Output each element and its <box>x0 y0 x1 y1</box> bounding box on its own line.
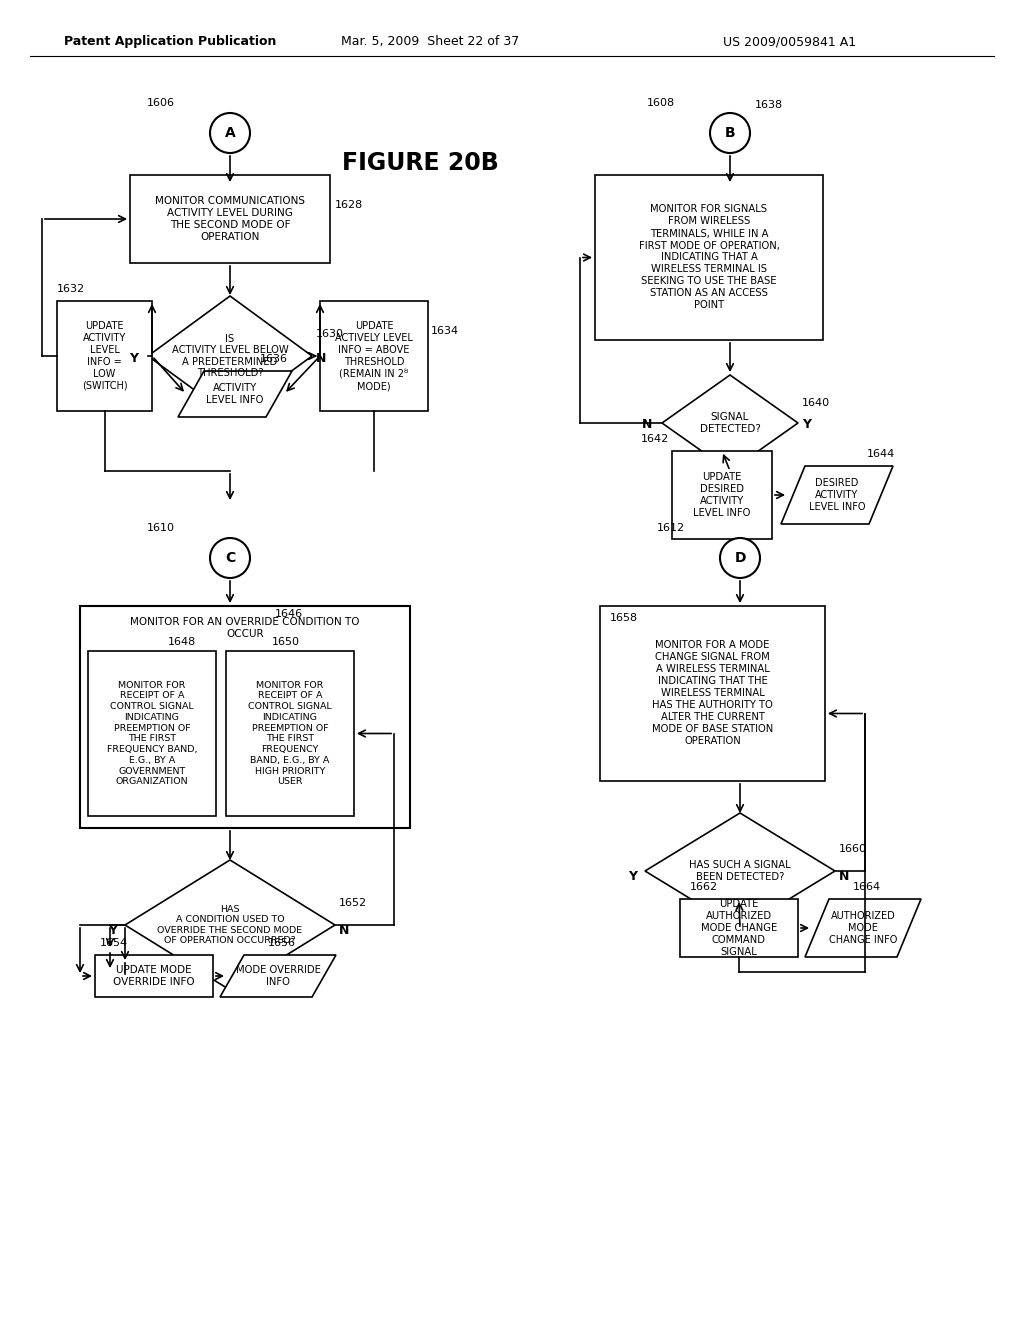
Text: 1628: 1628 <box>335 201 364 210</box>
Text: UPDATE
ACTIVELY LEVEL
INFO = ABOVE
THRESHOLD
(REMAIN IN 2ᴽ
MODE): UPDATE ACTIVELY LEVEL INFO = ABOVE THRES… <box>335 321 413 391</box>
Text: 1646: 1646 <box>275 609 303 619</box>
Polygon shape <box>805 899 921 957</box>
Circle shape <box>710 114 750 153</box>
Text: N: N <box>642 418 652 432</box>
FancyBboxPatch shape <box>595 176 823 341</box>
Text: 1644: 1644 <box>867 449 895 459</box>
Text: 1636: 1636 <box>260 354 288 364</box>
Text: A: A <box>224 125 236 140</box>
Circle shape <box>210 114 250 153</box>
Text: 1658: 1658 <box>610 612 638 623</box>
Text: Patent Application Publication: Patent Application Publication <box>63 36 276 49</box>
Polygon shape <box>781 466 893 524</box>
Text: 1652: 1652 <box>339 898 368 908</box>
Text: B: B <box>725 125 735 140</box>
Text: 1608: 1608 <box>647 98 675 108</box>
Text: DESIRED
ACTIVITY
LEVEL INFO: DESIRED ACTIVITY LEVEL INFO <box>809 478 865 512</box>
Text: 1642: 1642 <box>641 434 669 444</box>
Text: MONITOR FOR
RECEIPT OF A
CONTROL SIGNAL
INDICATING
PREEMPTION OF
THE FIRST
FREQU: MONITOR FOR RECEIPT OF A CONTROL SIGNAL … <box>248 681 332 787</box>
Text: MONITOR COMMUNICATIONS
ACTIVITY LEVEL DURING
THE SECOND MODE OF
OPERATION: MONITOR COMMUNICATIONS ACTIVITY LEVEL DU… <box>155 195 305 242</box>
Text: 1648: 1648 <box>168 638 197 647</box>
Text: 1662: 1662 <box>690 882 718 892</box>
Text: UPDATE
ACTIVITY
LEVEL
INFO =
LOW
(SWITCH): UPDATE ACTIVITY LEVEL INFO = LOW (SWITCH… <box>82 321 127 391</box>
Text: UPDATE
AUTHORIZED
MODE CHANGE
COMMAND
SIGNAL: UPDATE AUTHORIZED MODE CHANGE COMMAND SI… <box>700 899 777 957</box>
Text: Y: Y <box>628 870 637 883</box>
Text: Mar. 5, 2009  Sheet 22 of 37: Mar. 5, 2009 Sheet 22 of 37 <box>341 36 519 49</box>
Polygon shape <box>645 813 835 929</box>
Text: MODE OVERRIDE
INFO: MODE OVERRIDE INFO <box>236 965 321 987</box>
Text: FIGURE 20B: FIGURE 20B <box>342 150 499 176</box>
Text: MONITOR FOR SIGNALS
FROM WIRELESS
TERMINALS, WHILE IN A
FIRST MODE OF OPERATION,: MONITOR FOR SIGNALS FROM WIRELESS TERMIN… <box>639 205 779 310</box>
Text: Y: Y <box>108 924 117 936</box>
FancyBboxPatch shape <box>672 451 772 539</box>
Text: D: D <box>734 550 745 565</box>
Text: HAS SUCH A SIGNAL
BEEN DETECTED?: HAS SUCH A SIGNAL BEEN DETECTED? <box>689 861 791 882</box>
FancyBboxPatch shape <box>680 899 798 957</box>
Text: AUTHORIZED
MODE
CHANGE INFO: AUTHORIZED MODE CHANGE INFO <box>828 911 897 945</box>
Text: C: C <box>225 550 236 565</box>
FancyBboxPatch shape <box>319 301 428 411</box>
Text: SIGNAL
DETECTED?: SIGNAL DETECTED? <box>699 412 761 434</box>
Text: IS
ACTIVITY LEVEL BELOW
A PREDETERMINED
THRESHOLD?: IS ACTIVITY LEVEL BELOW A PREDETERMINED … <box>172 334 289 379</box>
Text: 1660: 1660 <box>839 843 867 854</box>
Text: Y: Y <box>802 418 811 432</box>
Text: US 2009/0059841 A1: US 2009/0059841 A1 <box>723 36 856 49</box>
Text: 1610: 1610 <box>147 523 175 533</box>
Polygon shape <box>220 954 336 997</box>
Text: 1640: 1640 <box>802 399 830 408</box>
FancyBboxPatch shape <box>95 954 213 997</box>
FancyBboxPatch shape <box>600 606 825 781</box>
Text: 1630: 1630 <box>316 329 344 339</box>
Polygon shape <box>148 296 312 416</box>
Polygon shape <box>662 375 798 471</box>
FancyBboxPatch shape <box>226 651 354 816</box>
Polygon shape <box>178 371 292 417</box>
Text: 1606: 1606 <box>147 98 175 108</box>
Polygon shape <box>125 861 335 990</box>
FancyBboxPatch shape <box>88 651 216 816</box>
Text: MONITOR FOR A MODE
CHANGE SIGNAL FROM
A WIRELESS TERMINAL
INDICATING THAT THE
WI: MONITOR FOR A MODE CHANGE SIGNAL FROM A … <box>652 640 773 747</box>
Text: 1664: 1664 <box>853 882 881 892</box>
Text: MONITOR FOR
RECEIPT OF A
CONTROL SIGNAL
INDICATING
PREEMPTION OF
THE FIRST
FREQU: MONITOR FOR RECEIPT OF A CONTROL SIGNAL … <box>106 681 198 787</box>
Text: UPDATE MODE
OVERRIDE INFO: UPDATE MODE OVERRIDE INFO <box>114 965 195 987</box>
Text: 1638: 1638 <box>755 100 783 110</box>
Text: HAS
A CONDITION USED TO
OVERRIDE THE SECOND MODE
OF OPERATION OCCURRED?: HAS A CONDITION USED TO OVERRIDE THE SEC… <box>158 906 302 945</box>
Text: 1656: 1656 <box>268 939 296 948</box>
Text: MONITOR FOR AN OVERRIDE CONDITION TO
OCCUR: MONITOR FOR AN OVERRIDE CONDITION TO OCC… <box>130 618 359 639</box>
Text: 1654: 1654 <box>100 939 128 948</box>
Text: 1634: 1634 <box>431 326 459 337</box>
Text: N: N <box>316 351 327 364</box>
Text: 1650: 1650 <box>272 638 300 647</box>
Text: UPDATE
DESIRED
ACTIVITY
LEVEL INFO: UPDATE DESIRED ACTIVITY LEVEL INFO <box>693 473 751 517</box>
Text: 1612: 1612 <box>656 523 685 533</box>
Circle shape <box>720 539 760 578</box>
Text: N: N <box>839 870 849 883</box>
Text: 1632: 1632 <box>57 284 85 294</box>
FancyBboxPatch shape <box>57 301 152 411</box>
FancyBboxPatch shape <box>130 176 330 263</box>
Text: ACTIVITY
LEVEL INFO: ACTIVITY LEVEL INFO <box>206 383 264 405</box>
Text: Y: Y <box>129 351 138 364</box>
Circle shape <box>210 539 250 578</box>
Text: N: N <box>339 924 349 936</box>
